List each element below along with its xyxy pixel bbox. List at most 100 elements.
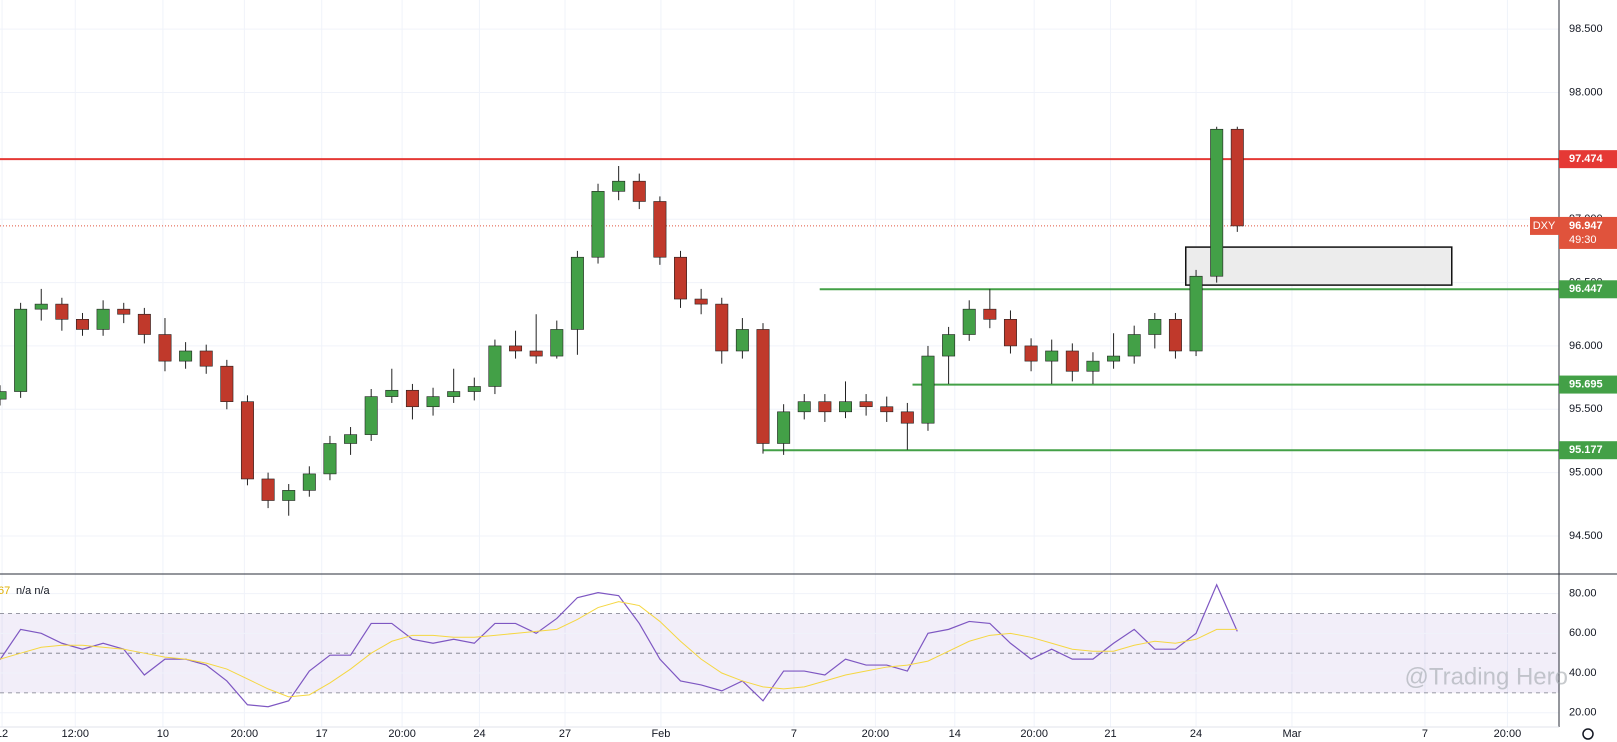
candle-body <box>942 334 956 357</box>
candle-body <box>653 201 667 258</box>
y-tick-label: 40.00 <box>1569 667 1597 679</box>
symbol-label: DXY <box>1533 220 1556 232</box>
y-tick-label: 95.500 <box>1569 403 1603 415</box>
candle-body <box>179 350 193 362</box>
candle-body <box>220 365 234 402</box>
candle-body <box>1168 319 1182 352</box>
candle-body <box>1210 128 1224 277</box>
x-tick-label: 20:00 <box>1020 728 1048 740</box>
price-label-box <box>1559 150 1617 169</box>
candle-body <box>447 391 461 397</box>
candle-body <box>818 401 832 413</box>
x-tick-label: Mar <box>1282 728 1301 740</box>
candle-body <box>900 411 914 424</box>
candle-body <box>1086 360 1100 372</box>
candle-body <box>14 308 28 392</box>
candle-body <box>137 313 151 335</box>
price-label: 95.695 <box>1569 378 1603 390</box>
candle-body <box>364 396 378 435</box>
rsi-line <box>0 601 1238 698</box>
rsi-legend-value: 67 <box>0 585 10 597</box>
price-label-box <box>1559 280 1617 299</box>
candle-body <box>199 350 213 367</box>
candle-body <box>302 473 316 491</box>
candle-body <box>34 303 48 310</box>
y-tick-label: 98.000 <box>1569 86 1603 98</box>
candle-body <box>632 180 646 202</box>
y-tick-label: 94.500 <box>1569 530 1603 542</box>
x-tick-label: 24 <box>1190 728 1202 740</box>
y-tick-label: 80.00 <box>1569 588 1597 600</box>
candle-body <box>1230 128 1244 227</box>
candle-body <box>96 308 110 330</box>
candle-body <box>612 180 626 192</box>
candle-body <box>0 391 7 400</box>
candle-body <box>344 434 358 444</box>
candle-body <box>1107 355 1121 362</box>
x-tick-label: 7 <box>791 728 797 740</box>
settings-button[interactable] <box>1582 728 1594 740</box>
price-label-box <box>1559 441 1617 460</box>
y-tick-label: 20.00 <box>1569 707 1597 719</box>
price-label: 97.474 <box>1569 153 1604 165</box>
rsi-line <box>0 583 1238 708</box>
x-tick-label: 20:00 <box>862 728 890 740</box>
countdown-label: 49:30 <box>1569 234 1597 246</box>
x-tick-label: 17 <box>316 728 328 740</box>
y-tick-label: 95.000 <box>1569 467 1603 479</box>
candle-body <box>921 355 935 424</box>
y-tick-label: 60.00 <box>1569 627 1597 639</box>
candle-body <box>385 389 399 397</box>
y-tick-label: 96.000 <box>1569 340 1603 352</box>
candle-body <box>777 411 791 444</box>
x-tick-label: 24 <box>473 728 485 740</box>
candle-body <box>880 406 894 413</box>
candle-body <box>282 490 296 501</box>
x-tick-label: 12 <box>0 728 8 740</box>
candle-body <box>529 350 543 357</box>
candle-body <box>1045 350 1059 362</box>
candle-body <box>570 256 584 330</box>
candle-body <box>1065 350 1079 372</box>
x-tick-label: 7 <box>1422 728 1428 740</box>
x-tick-label: 12:00 <box>62 728 90 740</box>
candle-body <box>1127 334 1141 357</box>
candle-body <box>240 401 254 480</box>
candle-body <box>76 319 89 330</box>
candle-body <box>488 345 502 387</box>
last-price-box <box>1559 216 1617 249</box>
x-tick-label: 20:00 <box>231 728 259 740</box>
candle-body <box>323 443 337 475</box>
candle-body <box>839 401 852 413</box>
candle-body <box>158 334 172 362</box>
x-tick-label: 27 <box>559 728 571 740</box>
price-label: 96.447 <box>1569 283 1603 295</box>
candle-body <box>983 308 997 320</box>
x-tick-label: 20:00 <box>388 728 416 740</box>
candle-body <box>1189 275 1203 352</box>
candle-body <box>715 303 729 352</box>
x-tick-label: 10 <box>157 728 169 740</box>
candle-body <box>467 386 481 392</box>
x-tick-label: 20:00 <box>1494 728 1522 740</box>
candle-body <box>735 329 749 352</box>
price-label-box <box>1559 375 1617 394</box>
candle-body <box>674 256 688 300</box>
candle-body <box>962 308 976 335</box>
candle-body <box>756 329 770 444</box>
candle-body <box>1003 319 1017 347</box>
rsi-legend-text: n/a n/a <box>16 585 51 597</box>
candle-body <box>591 191 605 258</box>
symbol-box <box>1530 216 1559 235</box>
candle-body <box>550 329 564 357</box>
watermark: @Trading Hero <box>1404 663 1568 690</box>
candle-body <box>117 308 131 315</box>
candle-body <box>694 298 708 305</box>
y-tick-label: 98.500 <box>1569 23 1603 35</box>
zone <box>1184 246 1453 286</box>
candle-body <box>55 303 69 320</box>
candle-body <box>797 401 811 413</box>
candle-body <box>509 345 523 352</box>
candle-body <box>405 389 419 408</box>
